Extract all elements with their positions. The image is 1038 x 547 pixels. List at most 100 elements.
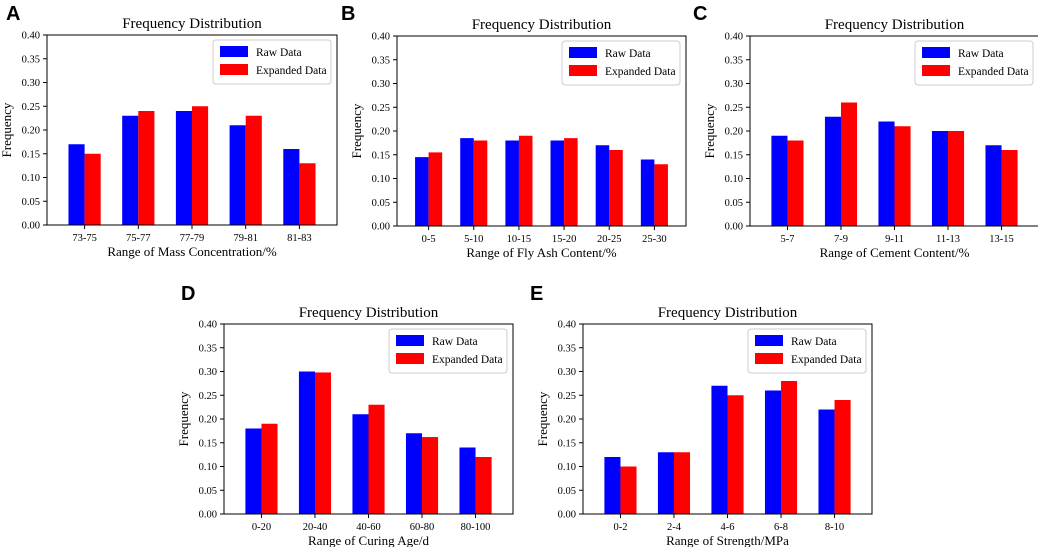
legend: Raw Data Expanded Data [747,328,867,374]
x-tick-label: 13-15 [989,234,1014,245]
expanded-data-bar-4-6 [727,395,744,514]
y-tick-label: 0.30 [22,78,40,89]
raw-data-bar-0-5 [415,157,429,227]
raw-data-bar-15-20 [550,140,565,226]
x-tick-label: 0-20 [252,522,271,533]
y-axis-label: Frequency [176,391,191,446]
y-tick-label: 0.10 [372,174,390,185]
chart-title: Frequency Distribution [299,305,439,321]
raw-data-bar-0-2 [604,457,621,514]
x-tick-label: 7-9 [834,234,848,245]
x-tick-label: 10-15 [507,234,532,245]
legend: Raw Data Expanded Data [212,39,332,85]
x-tick-label: 40-60 [356,522,381,533]
y-tick-label: 0.00 [22,221,40,232]
y-tick-label: 0.30 [558,367,576,378]
expanded-data-bar-10-15 [518,135,533,226]
x-axis-label: Range of Cement Content/% [820,245,970,260]
y-axis-label: Frequency [349,103,364,158]
panel-letter: D [181,283,195,305]
x-axis-label: Range of Fly Ash Content/% [466,245,616,260]
expanded-data-bar-11-13 [948,131,965,226]
raw-data-bar-2-4 [657,452,674,514]
y-tick-label: 0.15 [725,150,743,161]
y-tick-label: 0.15 [22,149,40,160]
y-axis-label: Frequency [535,391,550,446]
panel-letter: C [693,3,707,25]
legend-swatch-expanded [220,64,248,75]
y-tick-label: 0.05 [199,486,217,497]
x-tick-label: 8-10 [825,522,844,533]
expanded-data-bar-25-30 [654,164,668,226]
x-tick-label: 11-13 [936,234,960,245]
expanded-data-bar-5-10 [473,140,488,226]
y-tick-label: 0.25 [199,391,217,402]
y-tick-label: 0.30 [199,367,217,378]
expanded-data-bar-13-15 [1001,150,1018,226]
chart-panel-c: C Frequency Distribution 0.00 0.05 0.10 0.15 0… [693,3,1038,260]
legend: Raw Data Expanded Data [914,40,1034,86]
raw-data-bar-80-100 [459,447,476,514]
raw-data-bar-81-83 [283,149,300,225]
chart-panel-a: A Frequency Distribution 0.00 0.05 0.10 0.15 0… [0,3,338,259]
legend-swatch-expanded [396,353,424,364]
bars [415,135,668,227]
raw-data-bar-60-80 [405,433,423,514]
chart-panel-e: E Frequency Distribution 0.00 0.05 0.10 0.15 0… [530,283,873,547]
expanded-data-bar-20-25 [609,150,623,226]
raw-data-bar-5-10 [460,138,474,227]
chart-title: Frequency Distribution [658,305,798,321]
x-tick-label: 25-30 [642,234,667,245]
y-tick-label: 0.25 [22,102,40,113]
y-tick-label: 0.15 [372,150,390,161]
x-tick-label: 77-79 [180,233,205,244]
y-tick-label: 0.25 [558,391,576,402]
x-tick-label: 0-5 [422,234,436,245]
legend-swatch-raw [569,47,597,58]
raw-data-bar-9-11 [878,121,895,226]
chart-title: Frequency Distribution [825,17,965,33]
y-tick-label: 0.05 [372,198,390,209]
chart-title: Frequency Distribution [122,16,262,32]
y-tick-label: 0.00 [199,510,217,521]
expanded-data-bar-40-60 [368,404,385,514]
y-tick-label: 0.10 [558,462,576,473]
y-tick-label: 0.05 [725,198,743,209]
y-tick-label: 0.00 [372,222,390,233]
raw-data-bar-11-13 [931,131,949,226]
raw-data-bar-5-7 [771,135,788,226]
legend-label-expanded: Expanded Data [791,354,862,366]
legend-swatch-raw [396,335,424,346]
legend-swatch-raw [220,46,248,57]
expanded-data-bar-5-7 [787,140,804,226]
x-tick-label: 5-10 [464,234,483,245]
expanded-data-bar-0-2 [620,466,637,514]
expanded-data-bar-73-75 [84,153,101,225]
y-tick-label: 0.15 [558,438,576,449]
expanded-data-bar-79-81 [245,115,262,225]
legend-swatch-raw [922,47,950,58]
legend-swatch-expanded [755,353,783,364]
raw-data-bar-25-30 [640,159,655,226]
y-tick-label: 0.20 [558,415,576,426]
x-axis-label: Range of Mass Concentration/% [107,244,276,259]
expanded-data-bar-20-40 [314,372,332,514]
expanded-data-bar-75-77 [138,111,155,225]
legend-label-raw: Raw Data [958,48,1004,60]
expanded-data-bar-0-20 [261,423,278,514]
raw-data-bar-8-10 [818,409,835,514]
expanded-data-bar-8-10 [834,400,851,514]
x-tick-label: 15-20 [552,234,577,245]
y-tick-label: 0.20 [199,415,217,426]
legend-label-raw: Raw Data [605,48,651,60]
legend-swatch-expanded [569,65,597,76]
bars [771,102,1018,226]
x-axis-label: Range of Curing Age/d [308,533,429,547]
y-tick-label: 0.35 [725,55,743,66]
legend-label-expanded: Expanded Data [432,354,503,366]
y-tick-label: 0.35 [199,343,217,354]
bars [604,381,851,514]
x-tick-label: 80-100 [461,522,491,533]
expanded-data-bar-0-5 [428,152,443,227]
panel-letter: B [341,3,355,25]
